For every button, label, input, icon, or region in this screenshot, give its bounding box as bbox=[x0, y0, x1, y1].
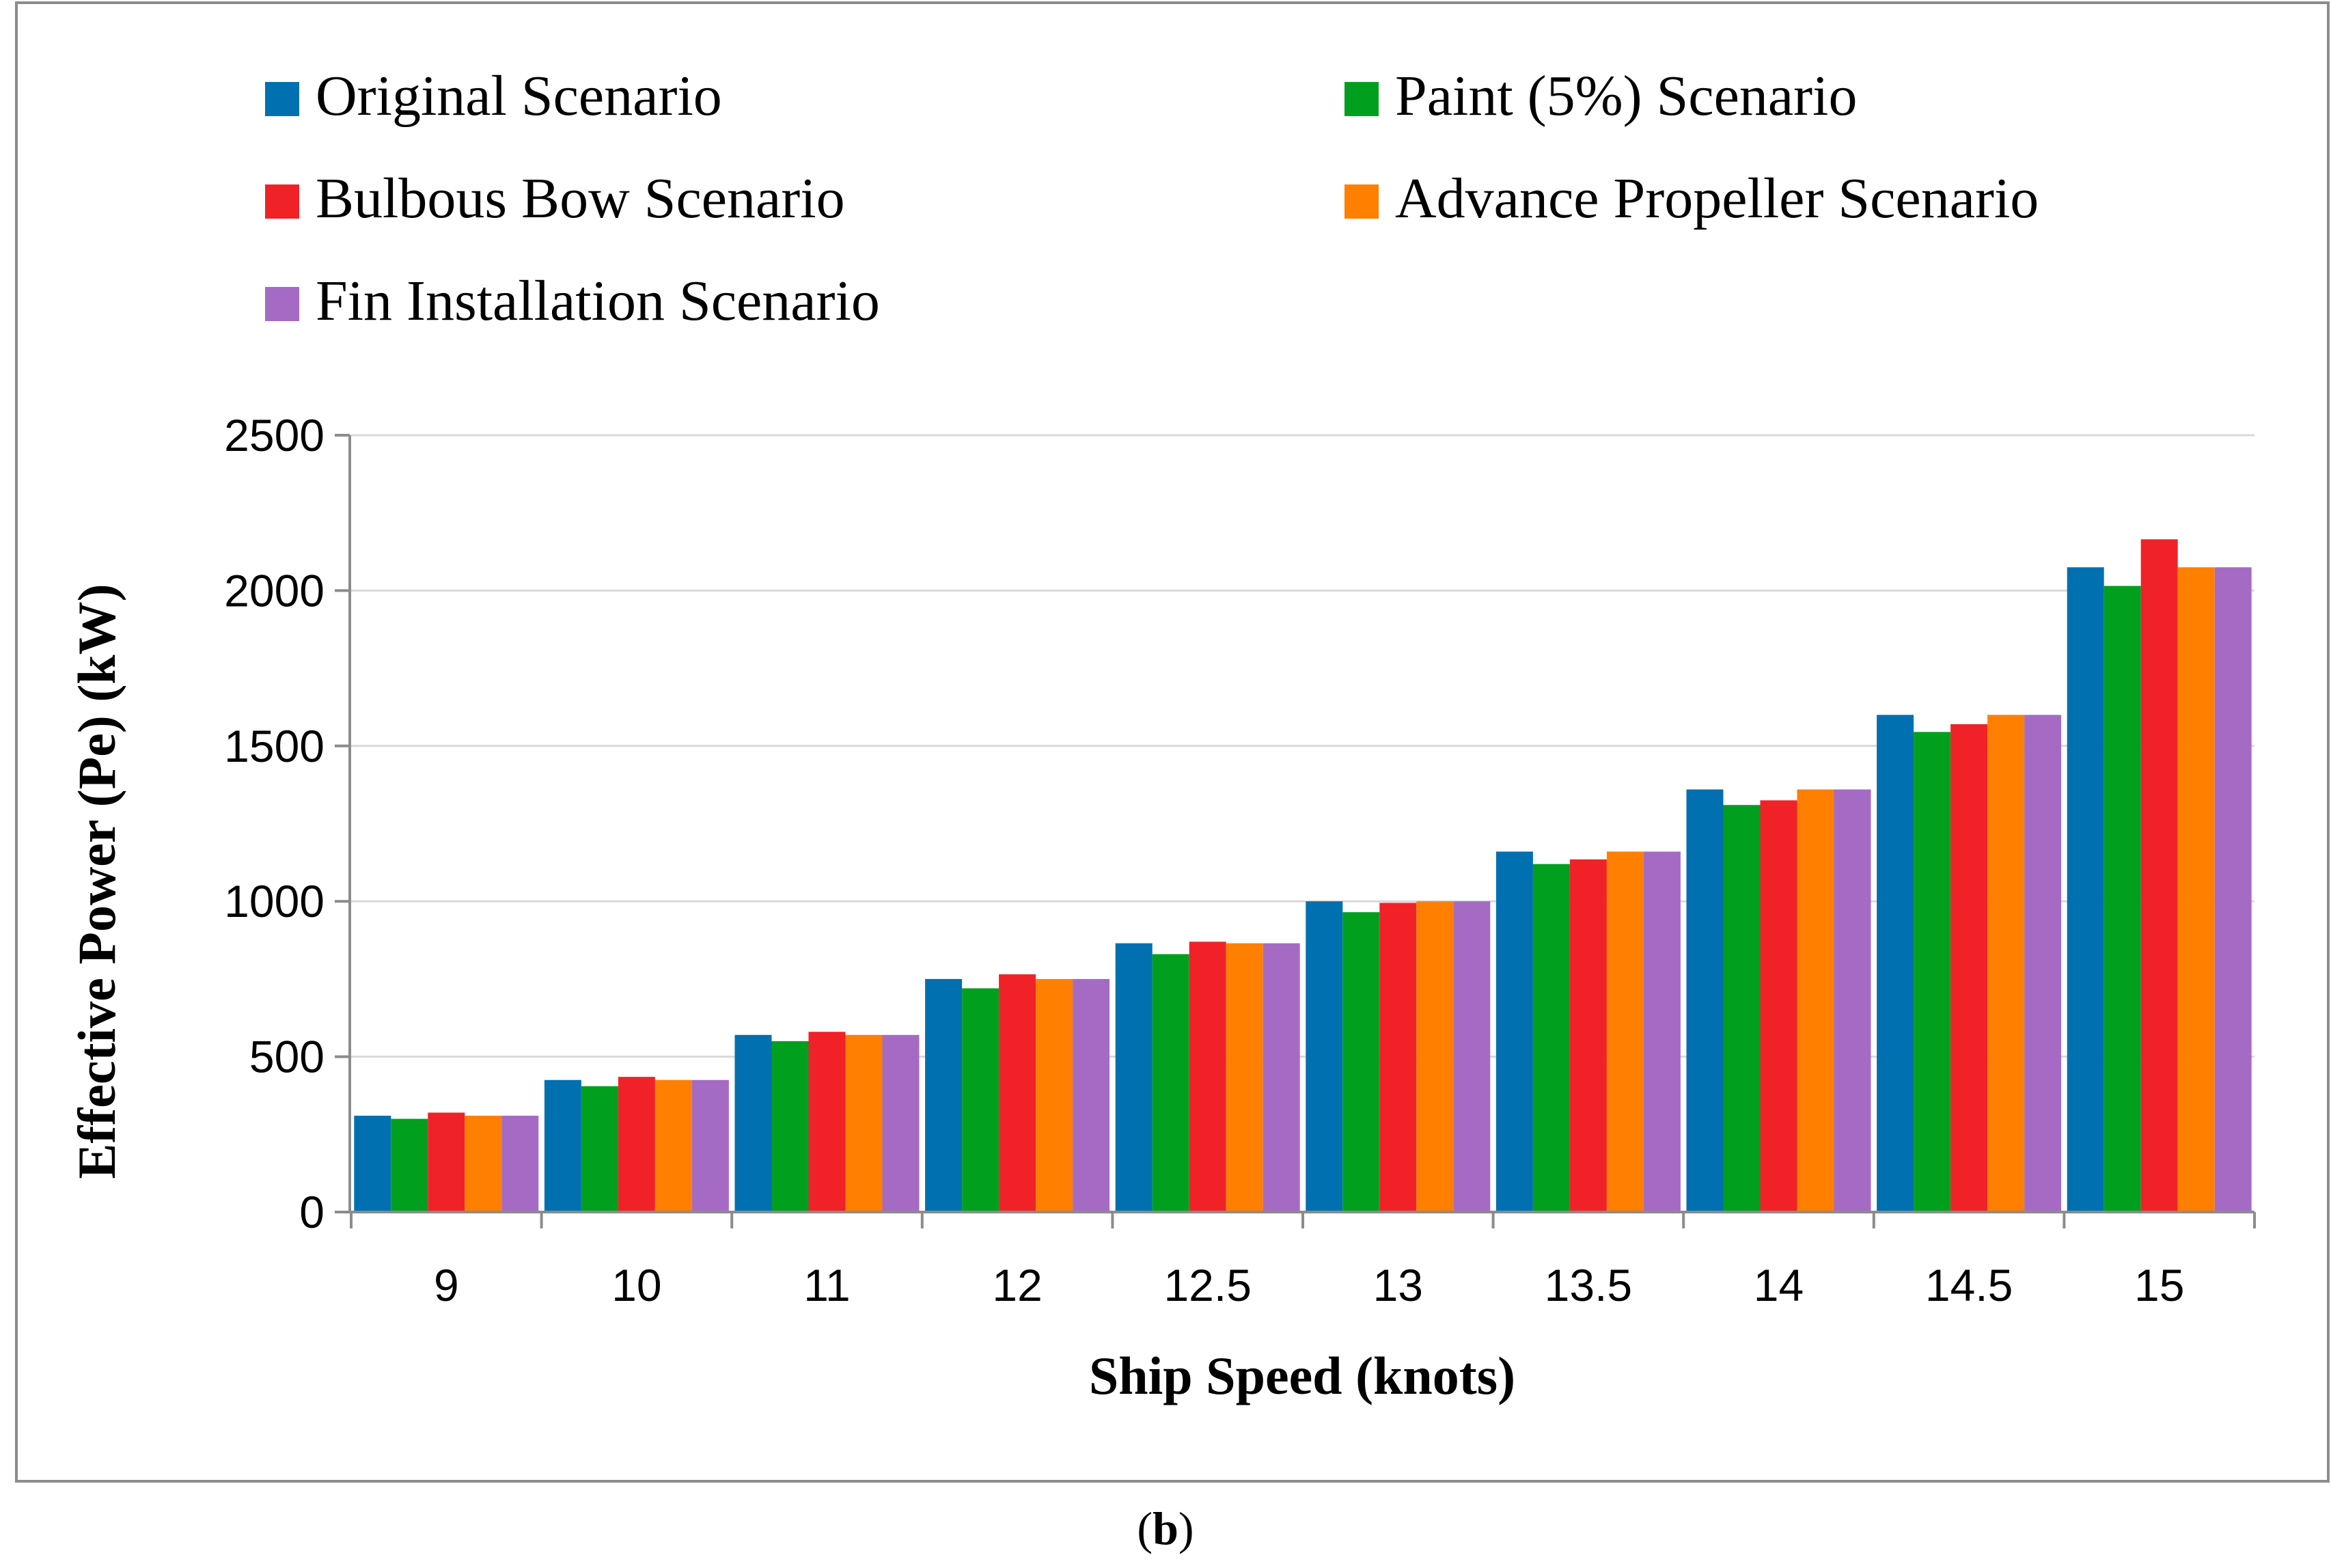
bar-advance-propeller-scenario-11 bbox=[845, 1034, 883, 1212]
bar-advance-propeller-scenario-13 bbox=[1416, 901, 1454, 1212]
bar-original-scenario-14.5 bbox=[1877, 715, 1914, 1212]
legend: Original Scenario Paint (5%) Scenario Bulb… bbox=[265, 64, 2039, 333]
figure-caption: (b) bbox=[1137, 1502, 1194, 1554]
bar-fin-installation-scenario-11 bbox=[882, 1034, 920, 1212]
bar-fin-installation-scenario-14.5 bbox=[2024, 715, 2062, 1212]
x-axis-title: Ship Speed (knots) bbox=[1089, 1346, 1515, 1405]
bar-fin-installation-scenario-14 bbox=[1834, 789, 1871, 1212]
x-tick-label: 12 bbox=[992, 1260, 1042, 1310]
y-tick-label: 2000 bbox=[224, 565, 325, 616]
bar-bulbous-bow-scenario-9 bbox=[428, 1112, 465, 1212]
y-tick-label: 500 bbox=[249, 1032, 325, 1082]
bar-original-scenario-13 bbox=[1306, 901, 1343, 1212]
y-tick-label: 1000 bbox=[224, 876, 325, 926]
legend-label: Paint (5%) Scenario bbox=[1395, 64, 1857, 128]
bar-paint-5-scenario-12.5 bbox=[1152, 954, 1189, 1212]
bar-paint-5-scenario-11 bbox=[771, 1041, 809, 1212]
bar-bulbous-bow-scenario-13 bbox=[1379, 903, 1417, 1212]
y-tick-labels: 0 500 1000 1500 2000 2500 bbox=[224, 410, 325, 1237]
bar-fin-installation-scenario-9 bbox=[501, 1116, 539, 1212]
x-tick-label: 9 bbox=[434, 1260, 459, 1310]
legend-label: Fin Installation Scenario bbox=[316, 269, 880, 333]
x-tick-label: 14 bbox=[1754, 1260, 1804, 1310]
bar-bulbous-bow-scenario-14 bbox=[1760, 800, 1797, 1212]
bar-original-scenario-14 bbox=[1686, 789, 1724, 1212]
x-tick-labels: 9 10 11 12 12.5 13 13.5 14 14.5 15 bbox=[350, 1212, 2256, 1310]
bar-paint-5-scenario-14 bbox=[1723, 805, 1761, 1212]
bar-bulbous-bow-scenario-12.5 bbox=[1189, 941, 1226, 1212]
legend-label: Advance Propeller Scenario bbox=[1395, 167, 2039, 230]
caption-letter: b bbox=[1153, 1502, 1178, 1554]
bar-original-scenario-10 bbox=[544, 1079, 581, 1212]
x-tick-label: 10 bbox=[611, 1260, 661, 1310]
bar-advance-propeller-scenario-10 bbox=[654, 1079, 692, 1212]
bar-bulbous-bow-scenario-11 bbox=[808, 1032, 846, 1212]
bar-advance-propeller-scenario-13.5 bbox=[1606, 851, 1644, 1212]
bars bbox=[354, 539, 2252, 1212]
bar-original-scenario-9 bbox=[354, 1116, 391, 1212]
y-tick-label: 1500 bbox=[224, 721, 325, 771]
legend-label: Original Scenario bbox=[316, 64, 722, 128]
bar-original-scenario-12 bbox=[925, 978, 963, 1212]
bar-original-scenario-11 bbox=[734, 1034, 772, 1212]
bar-paint-5-scenario-9 bbox=[391, 1118, 428, 1212]
bar-advance-propeller-scenario-9 bbox=[465, 1116, 502, 1212]
bar-bulbous-bow-scenario-15 bbox=[2140, 539, 2178, 1212]
bar-paint-5-scenario-14.5 bbox=[1914, 732, 1951, 1212]
legend-swatch-4 bbox=[265, 287, 299, 321]
bar-paint-5-scenario-13 bbox=[1342, 912, 1380, 1212]
x-tick-label: 14.5 bbox=[1925, 1260, 2013, 1310]
bar-bulbous-bow-scenario-14.5 bbox=[1950, 724, 1988, 1212]
bar-advance-propeller-scenario-15 bbox=[2177, 567, 2215, 1212]
bar-bulbous-bow-scenario-13.5 bbox=[1569, 859, 1607, 1212]
bar-bulbous-bow-scenario-10 bbox=[618, 1077, 655, 1212]
bar-paint-5-scenario-12 bbox=[962, 988, 999, 1212]
bar-advance-propeller-scenario-12 bbox=[1036, 978, 1073, 1212]
x-tick-label: 13.5 bbox=[1545, 1260, 1632, 1310]
bar-paint-5-scenario-15 bbox=[2104, 586, 2141, 1212]
y-tick-label: 0 bbox=[299, 1187, 325, 1237]
bar-original-scenario-13.5 bbox=[1495, 851, 1533, 1212]
bar-fin-installation-scenario-10 bbox=[691, 1079, 729, 1212]
legend-swatch-3 bbox=[1344, 184, 1379, 219]
y-axis-title: Effective Power (Pe) (kW) bbox=[67, 583, 126, 1179]
bar-advance-propeller-scenario-14.5 bbox=[1987, 715, 2025, 1212]
x-tick-label: 12.5 bbox=[1163, 1260, 1251, 1310]
bar-fin-installation-scenario-13.5 bbox=[1643, 851, 1681, 1212]
y-tick-label: 2500 bbox=[224, 410, 325, 460]
bar-bulbous-bow-scenario-12 bbox=[999, 974, 1036, 1212]
x-tick-label: 15 bbox=[2134, 1260, 2184, 1310]
bar-fin-installation-scenario-12 bbox=[1073, 978, 1110, 1212]
bar-paint-5-scenario-10 bbox=[581, 1086, 618, 1212]
bar-fin-installation-scenario-13 bbox=[1453, 901, 1491, 1212]
caption-open-paren: ( bbox=[1137, 1502, 1153, 1554]
legend-swatch-2 bbox=[265, 184, 299, 219]
bar-original-scenario-15 bbox=[2067, 567, 2104, 1212]
bar-paint-5-scenario-13.5 bbox=[1532, 864, 1570, 1212]
bar-original-scenario-12.5 bbox=[1115, 943, 1153, 1212]
x-tick-label: 13 bbox=[1373, 1260, 1423, 1310]
bar-advance-propeller-scenario-12.5 bbox=[1226, 943, 1263, 1212]
caption-close-paren: ) bbox=[1178, 1502, 1194, 1554]
bar-fin-installation-scenario-15 bbox=[2214, 567, 2252, 1212]
x-tick-label: 11 bbox=[803, 1260, 851, 1310]
legend-swatch-1 bbox=[1344, 82, 1379, 116]
legend-label: Bulbous Bow Scenario bbox=[316, 167, 845, 230]
bar-fin-installation-scenario-12.5 bbox=[1263, 943, 1300, 1212]
bar-advance-propeller-scenario-14 bbox=[1797, 789, 1834, 1212]
legend-swatch-0 bbox=[265, 82, 299, 116]
